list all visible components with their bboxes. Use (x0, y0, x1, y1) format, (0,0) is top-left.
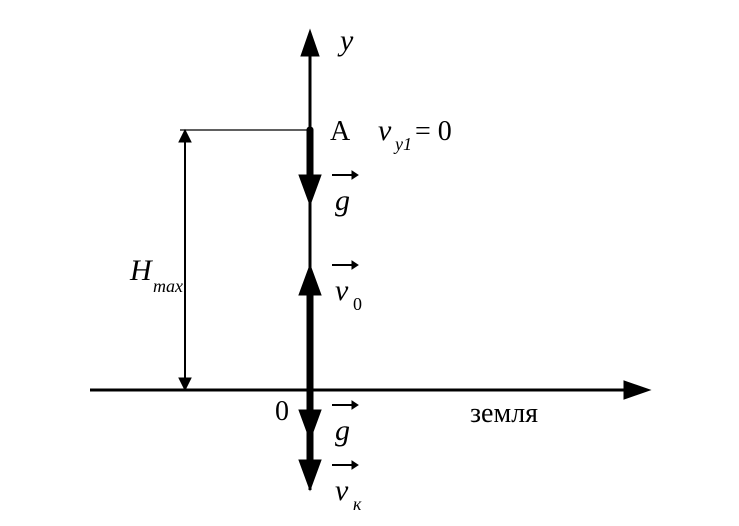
background (0, 0, 739, 526)
label-v0: v (335, 274, 349, 307)
label-H-sub: max (153, 276, 183, 296)
label-A: A (330, 116, 351, 147)
label-g-bot: g (335, 414, 350, 447)
label-vk: v (335, 474, 349, 507)
label-vy1-v: v (378, 114, 392, 147)
origin-point-top (307, 387, 314, 394)
label-y: y (337, 24, 354, 57)
label-g-top: g (335, 184, 350, 217)
label-H: H (129, 254, 154, 287)
label-earth: земля (470, 398, 538, 429)
label-vy1-eq: = 0 (415, 116, 452, 147)
label-vy1-sub: y1 (393, 134, 412, 154)
label-v0-sub: 0 (353, 294, 362, 314)
label-origin: 0 (275, 396, 289, 427)
label-vk-sub: к (353, 494, 362, 514)
point-A-top (307, 127, 314, 134)
